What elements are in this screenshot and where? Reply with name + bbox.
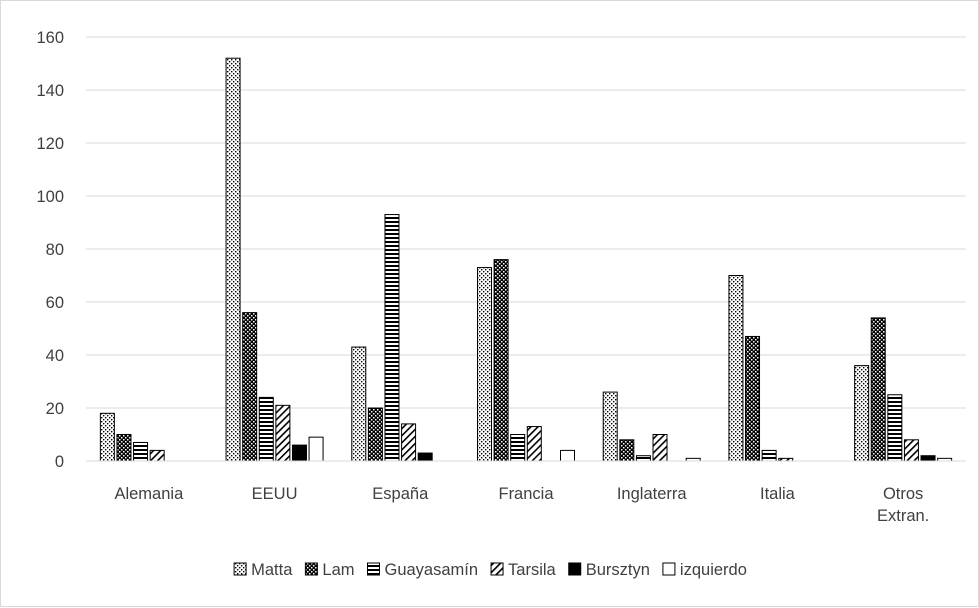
bar-guayasam-n-2 [384, 214, 400, 462]
bar-tarsila-3 [526, 426, 542, 462]
bar-lam-0 [116, 434, 132, 462]
x-tick-label: Francia [498, 485, 554, 503]
legend-swatch [490, 562, 504, 576]
legend-swatch [233, 562, 247, 576]
legend-item-bursztyn: Bursztyn [568, 561, 650, 579]
bar-izquierdo-3 [560, 449, 575, 462]
legend-item-matta: Matta [233, 561, 293, 579]
x-tick-label: Inglaterra [617, 485, 688, 503]
bar-tarsila-0 [149, 449, 165, 462]
y-tick-label: 100 [36, 188, 64, 206]
bar-matta-4 [602, 391, 618, 462]
x-tick-label: España [372, 485, 429, 503]
y-tick-label: 0 [55, 453, 64, 471]
bar-bursztyn-6 [920, 455, 936, 462]
y-tick-label: 80 [46, 241, 64, 259]
x-tick-label: EEUU [252, 485, 298, 503]
bar-matta-3 [477, 267, 492, 462]
bar-guayasam-n-5 [761, 449, 777, 462]
y-axis: 0 20 40 60 80 100 120 140 160 [36, 29, 64, 471]
bar-lam-5 [745, 335, 761, 462]
bar-lam-4 [619, 439, 635, 462]
bar-guayasam-n-3 [510, 434, 526, 462]
bars [99, 57, 953, 462]
legend-swatch [304, 562, 318, 576]
bar-tarsila-6 [903, 439, 919, 462]
y-tick-label: 60 [46, 294, 64, 312]
bar-bursztyn-2 [417, 452, 433, 462]
legend-label: Guayasamín [385, 561, 479, 579]
legend-swatch [568, 562, 582, 576]
legend-label: Bursztyn [586, 561, 650, 579]
bar-matta-1 [225, 57, 241, 462]
grid-lines [86, 36, 966, 409]
bar-lam-6 [870, 317, 886, 462]
legend-label: Matta [251, 561, 293, 579]
bar-matta-5 [728, 275, 744, 462]
y-tick-label: 120 [36, 135, 64, 153]
x-axis: Alemania EEUU España Francia Inglaterra Itali… [86, 460, 966, 525]
legend-item-guayasam-n: Guayasamín [367, 561, 479, 579]
bar-lam-2 [367, 407, 383, 462]
bar-guayasam-n-6 [887, 394, 903, 462]
bar-izquierdo-1 [308, 436, 324, 462]
bar-guayasam-n-0 [133, 441, 149, 462]
x-tick-label: Alemania [114, 485, 184, 503]
legend-label: Lam [322, 561, 354, 579]
x-tick-label: Otros Extran. [877, 485, 929, 525]
legend-item-tarsila: Tarsila [490, 561, 557, 579]
legend: Matta Lam Guayasamín Tarsila Bursztyn izquier… [233, 561, 747, 579]
legend-swatch [662, 562, 676, 576]
bar-guayasam-n-1 [258, 396, 274, 462]
bar-lam-1 [242, 312, 258, 462]
bar-matta-6 [854, 365, 870, 462]
bar-tarsila-4 [652, 434, 668, 462]
x-tick-label: Italia [760, 485, 796, 503]
y-tick-label: 40 [46, 347, 64, 365]
legend-item-izquierdo: izquierdo [662, 561, 747, 579]
legend-label: Tarsila [508, 561, 557, 579]
bar-tarsila-2 [401, 423, 417, 462]
bar-matta-0 [99, 412, 115, 462]
bar-tarsila-1 [275, 404, 291, 462]
bar-bursztyn-1 [291, 444, 307, 462]
y-tick-label: 160 [36, 29, 64, 47]
legend-label: izquierdo [680, 561, 747, 579]
y-tick-label: 20 [46, 400, 64, 418]
bar-lam-3 [493, 259, 509, 462]
legend-swatch [367, 562, 380, 576]
bar-matta-2 [351, 346, 367, 462]
bar-guayasam-n-4 [635, 455, 651, 462]
legend-item-lam: Lam [304, 561, 355, 579]
y-tick-label: 140 [36, 82, 64, 100]
